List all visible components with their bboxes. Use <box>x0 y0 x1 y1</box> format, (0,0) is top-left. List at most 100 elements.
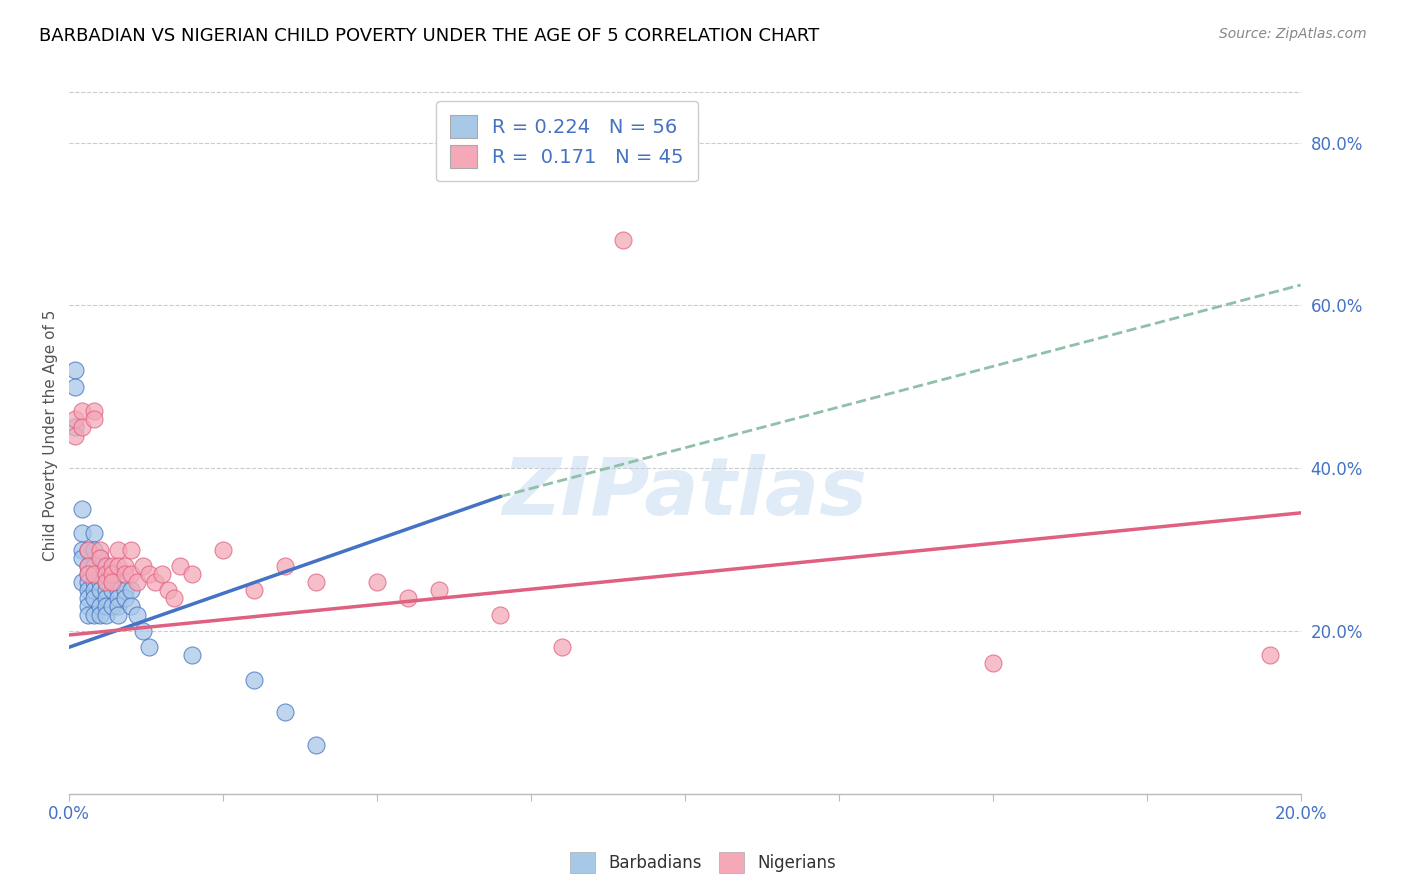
Point <box>101 566 124 581</box>
Point <box>138 640 160 655</box>
Point <box>83 542 105 557</box>
Point <box>114 583 136 598</box>
Point <box>304 738 326 752</box>
Point <box>1258 648 1281 663</box>
Point <box>114 558 136 573</box>
Point <box>76 591 98 606</box>
Point <box>125 575 148 590</box>
Point <box>101 566 124 581</box>
Point <box>83 575 105 590</box>
Point <box>132 624 155 638</box>
Point <box>132 558 155 573</box>
Point <box>70 575 93 590</box>
Point <box>150 566 173 581</box>
Point <box>83 412 105 426</box>
Point <box>65 420 87 434</box>
Point <box>70 526 93 541</box>
Point <box>107 575 129 590</box>
Point <box>96 566 118 581</box>
Point <box>96 583 118 598</box>
Point <box>274 558 297 573</box>
Point <box>89 599 111 614</box>
Point <box>89 550 111 565</box>
Point <box>76 558 98 573</box>
Point <box>120 566 142 581</box>
Text: Source: ZipAtlas.com: Source: ZipAtlas.com <box>1219 27 1367 41</box>
Point <box>101 575 124 590</box>
Point <box>76 575 98 590</box>
Point <box>101 583 124 598</box>
Point <box>89 542 111 557</box>
Text: BARBADIAN VS NIGERIAN CHILD POVERTY UNDER THE AGE OF 5 CORRELATION CHART: BARBADIAN VS NIGERIAN CHILD POVERTY UNDE… <box>39 27 820 45</box>
Point <box>83 591 105 606</box>
Point <box>96 599 118 614</box>
Point <box>83 526 105 541</box>
Legend: R = 0.224   N = 56, R =  0.171   N = 45: R = 0.224 N = 56, R = 0.171 N = 45 <box>436 102 697 181</box>
Point <box>366 575 388 590</box>
Point <box>76 566 98 581</box>
Point <box>274 706 297 720</box>
Point <box>83 404 105 418</box>
Point <box>120 599 142 614</box>
Point <box>101 599 124 614</box>
Point <box>96 566 118 581</box>
Point <box>612 233 634 247</box>
Point <box>181 648 204 663</box>
Point <box>65 412 87 426</box>
Point <box>65 428 87 442</box>
Point <box>96 607 118 622</box>
Point <box>243 673 266 687</box>
Point <box>83 558 105 573</box>
Point <box>83 607 105 622</box>
Point <box>83 583 105 598</box>
Point <box>138 566 160 581</box>
Point <box>551 640 574 655</box>
Point <box>76 583 98 598</box>
Point <box>120 542 142 557</box>
Point <box>107 599 129 614</box>
Point <box>70 404 93 418</box>
Point <box>70 501 93 516</box>
Point <box>70 550 93 565</box>
Point <box>65 363 87 377</box>
Point <box>76 542 98 557</box>
Point <box>114 566 136 581</box>
Point <box>89 575 111 590</box>
Point <box>83 566 105 581</box>
Point <box>427 583 450 598</box>
Point <box>70 542 93 557</box>
Point <box>96 575 118 590</box>
Point <box>76 558 98 573</box>
Point <box>107 607 129 622</box>
Point <box>89 550 111 565</box>
Point <box>96 591 118 606</box>
Point <box>76 607 98 622</box>
Point <box>76 542 98 557</box>
Point <box>169 558 191 573</box>
Point <box>163 591 186 606</box>
Point <box>304 575 326 590</box>
Point <box>96 575 118 590</box>
Point <box>65 380 87 394</box>
Point <box>120 583 142 598</box>
Point <box>114 591 136 606</box>
Point <box>101 575 124 590</box>
Point <box>396 591 419 606</box>
Point <box>181 566 204 581</box>
Point <box>981 657 1004 671</box>
Point <box>107 583 129 598</box>
Point <box>101 558 124 573</box>
Y-axis label: Child Poverty Under the Age of 5: Child Poverty Under the Age of 5 <box>44 310 58 561</box>
Point <box>125 607 148 622</box>
Point <box>489 607 512 622</box>
Point <box>156 583 179 598</box>
Point <box>89 583 111 598</box>
Point <box>212 542 235 557</box>
Point <box>107 542 129 557</box>
Text: ZIPatlas: ZIPatlas <box>502 454 868 532</box>
Point <box>96 558 118 573</box>
Point <box>89 566 111 581</box>
Point <box>96 558 118 573</box>
Point <box>107 591 129 606</box>
Point <box>70 420 93 434</box>
